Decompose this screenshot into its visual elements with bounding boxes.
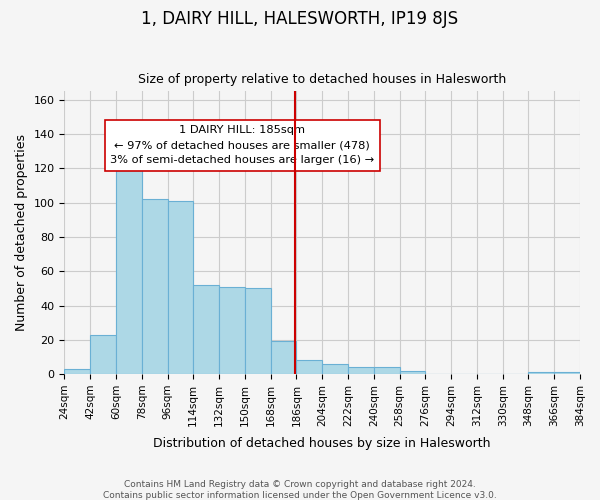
Bar bbox=[116, 158, 142, 374]
Bar bbox=[348, 367, 374, 374]
Bar bbox=[245, 288, 271, 374]
Title: Size of property relative to detached houses in Halesworth: Size of property relative to detached ho… bbox=[138, 73, 506, 86]
Bar bbox=[167, 201, 193, 374]
Text: Contains HM Land Registry data © Crown copyright and database right 2024.
Contai: Contains HM Land Registry data © Crown c… bbox=[103, 480, 497, 500]
Bar bbox=[142, 200, 167, 374]
Text: 1 DAIRY HILL: 185sqm
← 97% of detached houses are smaller (478)
3% of semi-detac: 1 DAIRY HILL: 185sqm ← 97% of detached h… bbox=[110, 126, 374, 165]
Bar bbox=[529, 372, 554, 374]
Bar bbox=[554, 372, 580, 374]
Bar bbox=[374, 367, 400, 374]
Bar bbox=[296, 360, 322, 374]
Text: 1, DAIRY HILL, HALESWORTH, IP19 8JS: 1, DAIRY HILL, HALESWORTH, IP19 8JS bbox=[142, 10, 458, 28]
Bar bbox=[64, 369, 90, 374]
Bar bbox=[400, 370, 425, 374]
Bar bbox=[322, 364, 348, 374]
Bar bbox=[271, 342, 296, 374]
Y-axis label: Number of detached properties: Number of detached properties bbox=[15, 134, 28, 331]
X-axis label: Distribution of detached houses by size in Halesworth: Distribution of detached houses by size … bbox=[154, 437, 491, 450]
Bar bbox=[90, 334, 116, 374]
Bar bbox=[219, 286, 245, 374]
Bar bbox=[193, 285, 219, 374]
